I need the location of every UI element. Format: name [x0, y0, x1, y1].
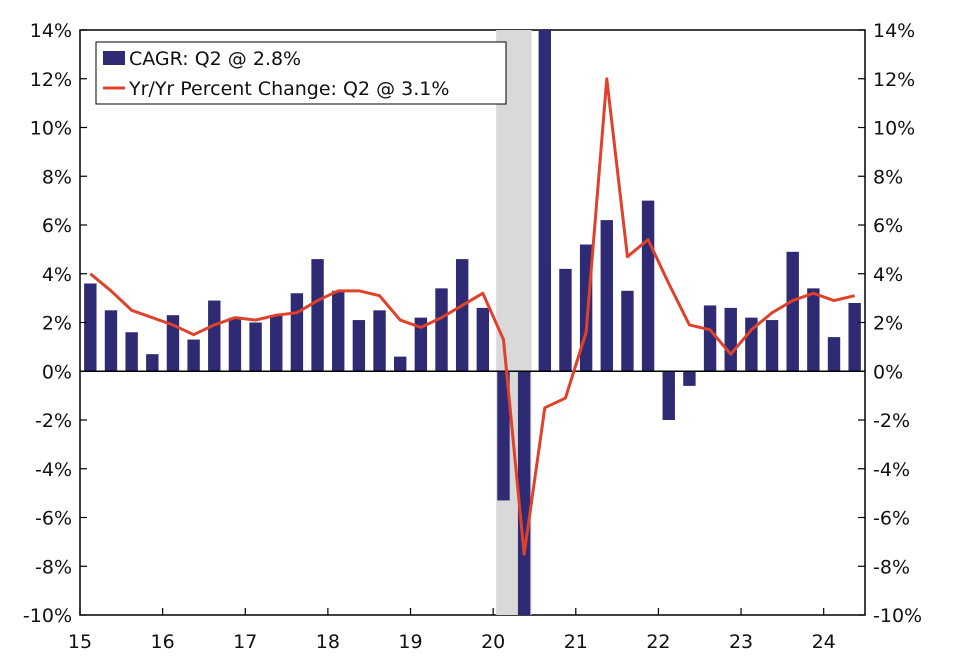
y-tick-label-right: 12% — [873, 69, 915, 91]
bar-2023Q1 — [745, 317, 758, 372]
x-tick-label: 24 — [812, 631, 836, 653]
y-tick-label-right: 0% — [873, 361, 903, 383]
y-tick-label-left: 8% — [42, 166, 72, 188]
y-tick-label-left: -4% — [35, 459, 72, 481]
bar-2021Q4 — [641, 200, 655, 372]
y-tick-label-right: 8% — [873, 166, 903, 188]
y-tick-label-right: 4% — [873, 264, 903, 286]
bar-2019Q3 — [455, 259, 469, 372]
bar-2017Q3 — [290, 293, 304, 372]
legend-swatch-bar — [103, 51, 125, 65]
bar-2024Q2 — [848, 303, 861, 372]
bar-2018Q2 — [352, 320, 366, 372]
bar-2015Q4 — [146, 354, 159, 372]
bar-2016Q3 — [208, 300, 221, 372]
y-tick-label-left: 10% — [30, 118, 72, 140]
bar-2016Q4 — [228, 317, 242, 372]
y-tick-label-left: -8% — [35, 556, 72, 578]
bar-2015Q3 — [125, 332, 138, 372]
x-tick-label: 17 — [233, 631, 257, 653]
y-tick-label-left: -10% — [23, 605, 72, 627]
y-tick-label-left: 0% — [42, 361, 72, 383]
bar-2017Q4 — [311, 259, 324, 372]
bar-2022Q1 — [662, 371, 675, 420]
x-tick-label: 23 — [729, 631, 753, 653]
x-tick-label: 20 — [481, 631, 505, 653]
bar-2024Q1 — [827, 337, 841, 372]
bar-2019Q4 — [476, 307, 490, 372]
legend: CAGR: Q2 @ 2.8% Yr/Yr Percent Change: Q2 … — [95, 41, 507, 105]
x-tick-label: 15 — [68, 631, 92, 653]
x-tick-label: 18 — [316, 631, 340, 653]
y-tick-label-right: 6% — [873, 215, 903, 237]
bar-2020Q3 — [538, 30, 551, 372]
y-tick-label-right: -4% — [873, 459, 910, 481]
y-tick-label-left: 12% — [30, 69, 72, 91]
bar-2023Q4 — [807, 288, 820, 372]
bar-2022Q3 — [703, 305, 717, 372]
y-tick-label-left: 6% — [42, 215, 72, 237]
bar-2018Q3 — [373, 310, 386, 372]
y-tick-label-left: 2% — [42, 313, 72, 335]
legend-box — [95, 41, 507, 105]
bar-2020Q2 — [517, 371, 531, 615]
bar-2020Q4 — [559, 268, 572, 372]
y-tick-label-left: -2% — [35, 410, 72, 432]
bar-2016Q1 — [166, 315, 180, 372]
bar-2023Q3 — [786, 251, 799, 372]
x-tick-label: 21 — [564, 631, 588, 653]
bar-2019Q1 — [414, 317, 428, 372]
y-tick-label-right: -2% — [873, 410, 910, 432]
y-tick-label-right: 14% — [873, 20, 915, 42]
bar-2017Q1 — [249, 322, 262, 372]
bar-2022Q2 — [683, 371, 696, 386]
y-tick-label-left: 14% — [30, 20, 72, 42]
y-tick-label-right: -8% — [873, 556, 910, 578]
bar-2020Q1 — [497, 371, 510, 501]
bar-2021Q3 — [621, 290, 634, 372]
series-line-yoy — [89, 77, 856, 556]
bar-2018Q4 — [394, 356, 407, 372]
y-tick-label-left: -6% — [35, 508, 72, 530]
y-tick-label-right: -10% — [873, 605, 922, 627]
y-tick-label-left: 4% — [42, 264, 72, 286]
x-tick-label: 19 — [398, 631, 422, 653]
y-tick-label-right: -6% — [873, 508, 910, 530]
bar-2015Q2 — [104, 310, 118, 372]
bar-2019Q2 — [435, 288, 448, 372]
bar-2016Q2 — [187, 339, 200, 372]
bar-2015Q1 — [84, 283, 97, 372]
x-tick-label: 16 — [151, 631, 175, 653]
x-tick-label: 22 — [646, 631, 670, 653]
legend-label-yoy: Yr/Yr Percent Change: Q2 @ 3.1% — [128, 78, 449, 100]
bar-2022Q4 — [724, 307, 737, 372]
legend-label-cagr: CAGR: Q2 @ 2.8% — [129, 48, 301, 70]
y-tick-label-right: 10% — [873, 118, 915, 140]
bar-2018Q1 — [332, 290, 345, 372]
bar-2017Q2 — [270, 315, 283, 372]
bar-2023Q2 — [765, 320, 779, 372]
y-tick-label-right: 2% — [873, 313, 903, 335]
bar-2021Q2 — [600, 220, 613, 372]
